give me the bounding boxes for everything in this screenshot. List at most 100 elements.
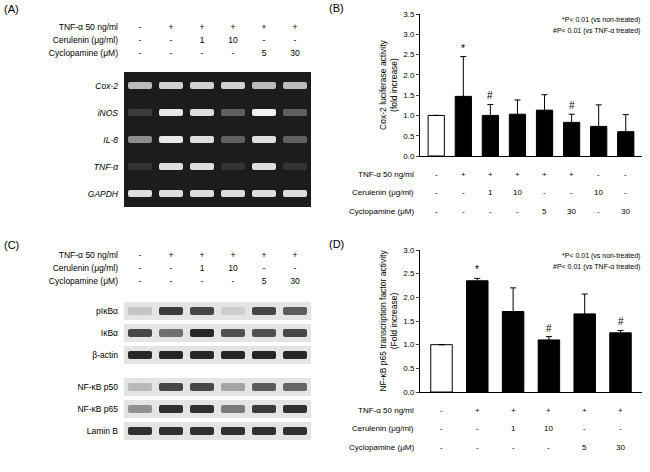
svg-text:10: 10 bbox=[513, 188, 522, 197]
svg-text:30: 30 bbox=[290, 276, 300, 286]
svg-text:-: - bbox=[543, 188, 546, 197]
svg-text:-: - bbox=[440, 424, 443, 433]
svg-text:IκBα: IκBα bbox=[101, 328, 118, 338]
svg-text:-: - bbox=[583, 424, 586, 433]
svg-text:+: + bbox=[169, 250, 174, 260]
svg-text:+: + bbox=[618, 406, 623, 415]
svg-text:-: - bbox=[139, 250, 142, 260]
svg-text:-: - bbox=[489, 207, 492, 216]
svg-text:#: # bbox=[618, 316, 624, 327]
svg-text:30: 30 bbox=[567, 207, 576, 216]
svg-text:#P< 0.01 (vs TNF-α treated): #P< 0.01 (vs TNF-α treated) bbox=[553, 263, 640, 271]
svg-text:-: - bbox=[570, 188, 573, 197]
svg-text:1.5: 1.5 bbox=[403, 317, 415, 326]
svg-text:-: - bbox=[440, 406, 443, 415]
svg-text:*P< 0.01 (vs non-treated): *P< 0.01 (vs non-treated) bbox=[562, 16, 640, 24]
svg-text:β-actin: β-actin bbox=[92, 350, 118, 360]
svg-text:1.0: 1.0 bbox=[403, 111, 415, 120]
svg-text:NF-κB p65 transcription factor: NF-κB p65 transcription factor activity(… bbox=[378, 250, 399, 392]
svg-text:-: - bbox=[232, 276, 235, 286]
svg-text:-: - bbox=[440, 443, 443, 452]
svg-text:30: 30 bbox=[621, 207, 630, 216]
svg-text:-: - bbox=[624, 188, 627, 197]
svg-text:-: - bbox=[435, 170, 438, 179]
svg-text:+: + bbox=[293, 22, 298, 32]
svg-text:TNF-α 50 ng/ml: TNF-α 50 ng/ml bbox=[358, 406, 414, 415]
svg-text:-: - bbox=[139, 276, 142, 286]
svg-text:Cerulenin (μg/ml): Cerulenin (μg/ml) bbox=[352, 424, 414, 433]
svg-text:-: - bbox=[476, 443, 479, 452]
svg-text:+: + bbox=[231, 22, 236, 32]
svg-text:5: 5 bbox=[542, 207, 547, 216]
svg-text:TNF-α: TNF-α bbox=[94, 162, 119, 172]
svg-text:5: 5 bbox=[262, 276, 267, 286]
svg-text:-: - bbox=[139, 263, 142, 273]
svg-text:*: * bbox=[461, 43, 465, 54]
svg-text:2.5: 2.5 bbox=[403, 50, 415, 59]
svg-text:5: 5 bbox=[262, 48, 267, 58]
svg-text:3.0: 3.0 bbox=[403, 30, 415, 39]
svg-text:Cerulenin (μg/ml): Cerulenin (μg/ml) bbox=[53, 35, 119, 45]
svg-text:#: # bbox=[487, 90, 493, 101]
svg-text:1.5: 1.5 bbox=[403, 91, 415, 100]
svg-text:TNF-α 50 ng/ml: TNF-α 50 ng/ml bbox=[59, 22, 118, 32]
svg-text:5: 5 bbox=[582, 443, 587, 452]
svg-text:-: - bbox=[516, 207, 519, 216]
svg-text:-: - bbox=[139, 48, 142, 58]
svg-text:-: - bbox=[170, 35, 173, 45]
svg-text:10: 10 bbox=[544, 424, 553, 433]
svg-text:0.0: 0.0 bbox=[403, 152, 415, 161]
svg-text:(A): (A) bbox=[4, 3, 19, 15]
svg-text:-: - bbox=[232, 48, 235, 58]
svg-text:Lamin B: Lamin B bbox=[87, 426, 119, 436]
svg-text:1: 1 bbox=[511, 424, 516, 433]
svg-text:2.5: 2.5 bbox=[403, 269, 415, 278]
svg-text:+: + bbox=[546, 406, 551, 415]
svg-text:#: # bbox=[569, 100, 575, 111]
svg-text:NF-κB p65: NF-κB p65 bbox=[77, 404, 118, 414]
svg-text:-: - bbox=[201, 276, 204, 286]
svg-text:Cyclopamine (μM): Cyclopamine (μM) bbox=[49, 276, 118, 286]
svg-text:+: + bbox=[511, 406, 516, 415]
svg-text:-: - bbox=[462, 188, 465, 197]
svg-text:GAPDH: GAPDH bbox=[88, 189, 119, 199]
svg-text:+: + bbox=[200, 250, 205, 260]
svg-text:+: + bbox=[582, 406, 587, 415]
svg-text:-: - bbox=[139, 35, 142, 45]
svg-text:-: - bbox=[476, 424, 479, 433]
svg-text:1.0: 1.0 bbox=[403, 340, 415, 349]
svg-text:-: - bbox=[547, 443, 550, 452]
svg-text:pIκBα: pIκBα bbox=[96, 306, 118, 316]
svg-text:-: - bbox=[201, 48, 204, 58]
svg-text:-: - bbox=[139, 22, 142, 32]
svg-text:*P< 0.01 (vs non-treated): *P< 0.01 (vs non-treated) bbox=[562, 252, 640, 260]
svg-text:*: * bbox=[475, 264, 479, 275]
svg-text:IL-8: IL-8 bbox=[103, 135, 118, 145]
svg-text:+: + bbox=[231, 250, 236, 260]
svg-text:+: + bbox=[542, 170, 547, 179]
svg-text:+: + bbox=[262, 250, 267, 260]
svg-text:-: - bbox=[170, 276, 173, 286]
svg-text:1: 1 bbox=[488, 188, 493, 197]
svg-text:-: - bbox=[624, 170, 627, 179]
svg-text:+: + bbox=[515, 170, 520, 179]
svg-text:-: - bbox=[294, 263, 297, 273]
svg-text:-: - bbox=[597, 170, 600, 179]
svg-text:+: + bbox=[461, 170, 466, 179]
svg-text:Cyclopamine (μM): Cyclopamine (μM) bbox=[349, 207, 414, 216]
svg-text:+: + bbox=[488, 170, 493, 179]
svg-text:-: - bbox=[294, 35, 297, 45]
svg-text:Cox-2: Cox-2 bbox=[95, 81, 118, 91]
svg-text:2.0: 2.0 bbox=[403, 71, 415, 80]
svg-text:TNF-α 50 ng/ml: TNF-α 50 ng/ml bbox=[358, 170, 414, 179]
svg-text:1: 1 bbox=[200, 263, 205, 273]
svg-text:+: + bbox=[569, 170, 574, 179]
svg-text:-: - bbox=[435, 188, 438, 197]
svg-text:-: - bbox=[170, 263, 173, 273]
svg-text:+: + bbox=[293, 250, 298, 260]
svg-text:0.5: 0.5 bbox=[403, 132, 415, 141]
svg-text:iNOS: iNOS bbox=[98, 108, 119, 118]
svg-text:0.5: 0.5 bbox=[403, 364, 415, 373]
svg-text:-: - bbox=[619, 424, 622, 433]
svg-text:10: 10 bbox=[228, 263, 238, 273]
